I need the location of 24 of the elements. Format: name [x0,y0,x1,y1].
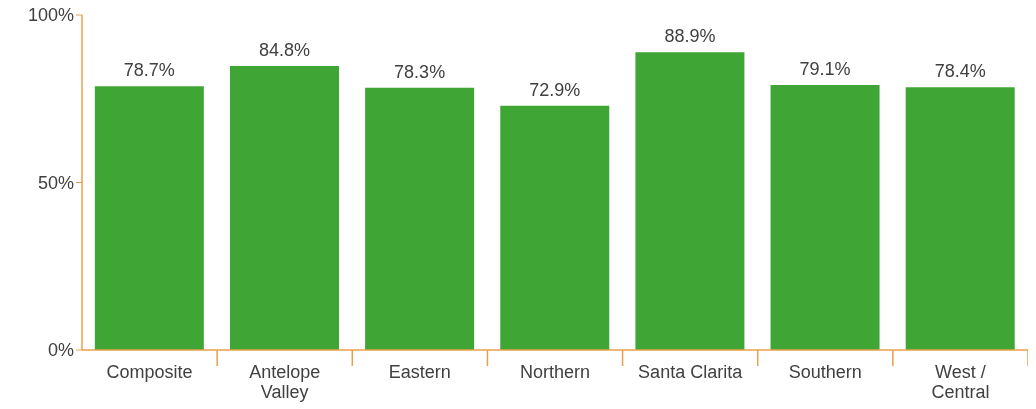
x-tick-label: Eastern [388,362,451,383]
bar [500,105,610,350]
data-label: 84.8% [258,39,310,60]
bar [229,65,339,350]
data-label: 78.3% [394,61,446,82]
y-tick-label: 100% [27,5,74,26]
bar [365,87,475,350]
y-tick-label: 0% [47,340,74,361]
bar [94,86,204,350]
x-tick-label: Santa Clarita [638,362,744,383]
data-label: 78.4% [934,61,986,82]
bar [770,85,880,350]
y-tick-label: 50% [37,172,74,193]
data-label: 79.1% [799,59,851,80]
data-label: 72.9% [529,79,581,100]
data-label: 88.9% [664,26,716,47]
x-tick-label: Composite [106,362,193,383]
x-tick-label: Antelope Valley [249,362,321,403]
data-label: 78.7% [123,60,175,81]
bar [635,52,745,350]
x-tick-label: West / Central [931,362,990,403]
x-tick-label: Southern [788,362,862,383]
bar [905,87,1015,350]
x-tick-label: Northern [519,362,591,383]
